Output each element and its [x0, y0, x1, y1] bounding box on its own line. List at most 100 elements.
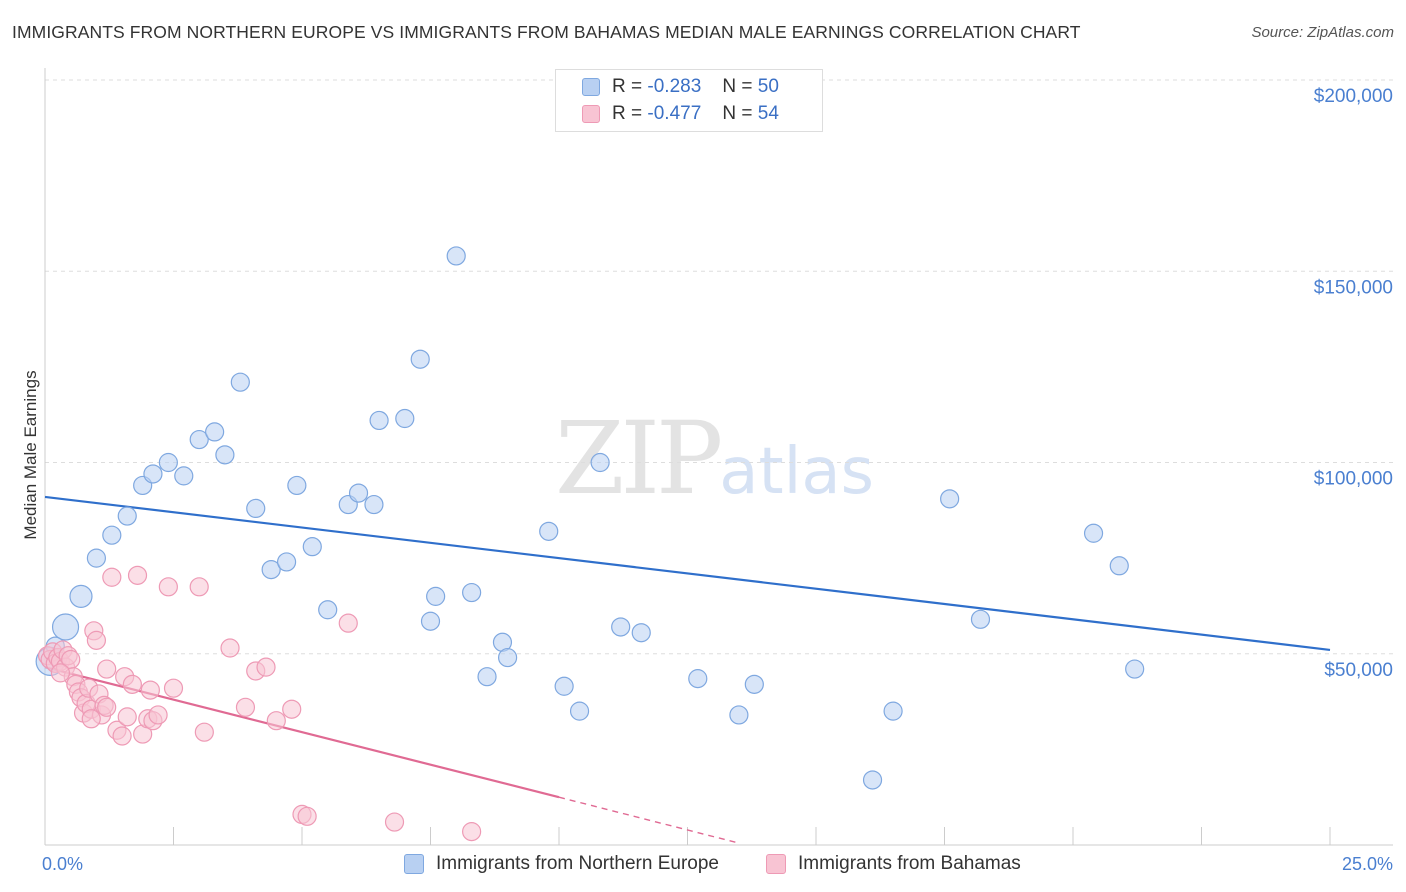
trend-line-northern-europe — [44, 495, 1331, 652]
point-northern-europe — [554, 676, 574, 696]
point-bahamas — [112, 726, 132, 746]
point-northern-europe — [1125, 659, 1145, 679]
x-tick-label-end: 25.0% — [1342, 854, 1393, 874]
x-tick-label-start: 0.0% — [42, 854, 83, 874]
axes — [44, 68, 1393, 846]
legend-r-label: R = — [612, 103, 643, 124]
point-northern-europe — [261, 559, 281, 580]
grid-lines — [45, 79, 1393, 655]
chart-title: IMMIGRANTS FROM NORTHERN EUROPE VS IMMIG… — [12, 22, 1081, 42]
point-bahamas — [86, 630, 107, 650]
bottom-legend-label-bahamas: Immigrants from Bahamas — [798, 853, 1021, 874]
point-northern-europe — [862, 770, 883, 790]
point-northern-europe — [215, 445, 235, 465]
point-northern-europe — [611, 617, 631, 637]
legend-r-value: -0.477 — [647, 103, 702, 124]
bottom-legend-northern-europe: Immigrants from Northern Europe — [404, 852, 719, 876]
point-northern-europe — [348, 483, 369, 503]
point-bahamas — [163, 678, 184, 698]
legend-n-value: 54 — [757, 103, 779, 124]
point-northern-europe — [318, 600, 338, 620]
point-bahamas — [140, 680, 160, 700]
point-northern-europe — [189, 429, 209, 450]
point-northern-europe — [102, 525, 122, 545]
legend-n-label: N = — [722, 103, 753, 124]
point-bahamas — [256, 657, 276, 677]
point-bahamas — [266, 711, 286, 731]
legend-n-value: 50 — [757, 76, 779, 97]
legend-row-bahamas: R = -0.477 N = 54 — [582, 102, 779, 126]
point-northern-europe — [462, 582, 482, 603]
point-northern-europe — [51, 613, 80, 641]
point-bahamas — [297, 806, 317, 826]
y-tick-label: $50,000 — [1324, 660, 1393, 681]
point-bahamas — [122, 674, 142, 694]
point-northern-europe — [940, 489, 960, 509]
bottom-legend-label-northern-europe: Immigrants from Northern Europe — [436, 853, 719, 874]
point-northern-europe — [569, 701, 590, 721]
point-northern-europe — [174, 466, 194, 486]
point-northern-europe — [395, 408, 415, 429]
point-bahamas — [102, 567, 122, 587]
point-northern-europe — [364, 494, 384, 515]
point-bahamas — [338, 613, 358, 633]
point-northern-europe — [410, 349, 430, 369]
point-northern-europe — [477, 667, 497, 687]
point-northern-europe — [688, 669, 708, 689]
correlation-legend: R = -0.283 N = 50 R = -0.477 N = 54 — [555, 69, 823, 132]
point-northern-europe — [631, 623, 651, 643]
point-northern-europe — [158, 452, 178, 473]
point-bahamas — [235, 697, 256, 717]
trend-line-bahamas-extension — [558, 796, 740, 844]
legend-r-value: -0.283 — [647, 76, 702, 97]
point-northern-europe — [230, 372, 250, 392]
y-axis-title: Median Male Earnings — [21, 370, 40, 539]
point-bahamas — [384, 812, 405, 832]
axis-labels: $50,000 $100,000 $150,000 $200,000 0.0% 25.0%… — [21, 86, 1393, 874]
point-bahamas — [282, 699, 302, 719]
point-northern-europe — [729, 705, 749, 725]
point-bahamas — [220, 638, 240, 658]
y-tick-label: $200,000 — [1314, 86, 1393, 107]
point-northern-europe — [302, 537, 322, 557]
point-bahamas — [81, 709, 101, 729]
bottom-legend-bahamas: Immigrants from Bahamas — [766, 852, 1021, 876]
watermark-zip: ZIP — [555, 400, 723, 517]
legend-r-label: R = — [612, 76, 643, 97]
point-bahamas — [97, 659, 117, 679]
bottom-legend-swatch-blue — [404, 854, 424, 874]
bottom-legend-swatch-pink — [766, 854, 786, 874]
point-northern-europe — [883, 701, 903, 721]
source-label: Source: ZipAtlas.com — [1251, 24, 1394, 41]
point-northern-europe — [420, 611, 441, 631]
point-bahamas — [50, 663, 71, 683]
y-tick-label: $150,000 — [1314, 277, 1393, 298]
point-northern-europe — [539, 521, 559, 541]
point-northern-europe — [276, 552, 297, 572]
point-northern-europe — [970, 609, 991, 629]
point-northern-europe — [1083, 523, 1104, 543]
point-bahamas — [117, 707, 137, 727]
point-northern-europe — [246, 498, 266, 518]
legend-swatch-pink — [582, 105, 600, 123]
point-northern-europe — [117, 506, 137, 526]
point-northern-europe — [498, 647, 518, 668]
point-bahamas — [97, 697, 117, 717]
legend-n-label: N = — [722, 76, 753, 97]
point-northern-europe — [69, 584, 93, 608]
point-northern-europe — [1109, 556, 1129, 576]
point-bahamas — [462, 822, 482, 842]
point-northern-europe — [205, 422, 225, 442]
point-northern-europe — [590, 452, 610, 473]
point-northern-europe — [143, 464, 163, 484]
y-tick-label: $100,000 — [1314, 469, 1393, 490]
watermark: ZIPatlas — [555, 400, 874, 517]
point-northern-europe — [446, 246, 466, 266]
point-bahamas — [148, 705, 168, 725]
point-northern-europe — [426, 586, 446, 606]
point-northern-europe — [744, 674, 764, 694]
legend-swatch-blue — [582, 78, 600, 96]
point-bahamas — [158, 577, 178, 597]
point-northern-europe — [369, 410, 389, 431]
point-northern-europe — [287, 475, 307, 496]
